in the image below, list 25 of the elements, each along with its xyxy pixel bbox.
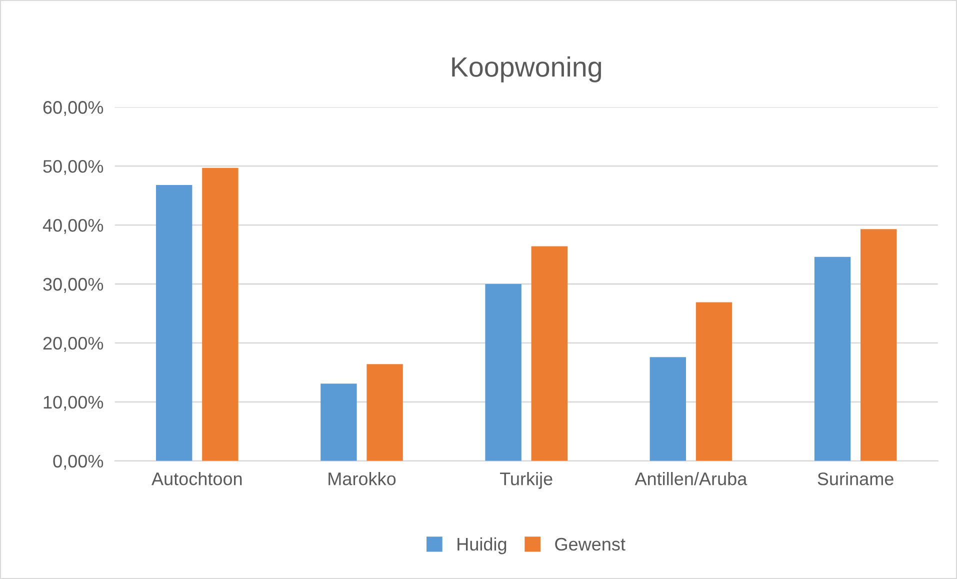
x-tick-label: Suriname — [818, 472, 894, 486]
x-tick-label: Autochtoon — [152, 472, 242, 486]
bar — [814, 256, 851, 461]
bar — [156, 184, 192, 461]
bar — [696, 302, 732, 461]
bar — [650, 357, 686, 461]
y-tick-label: 20,00% — [43, 336, 104, 352]
y-tick-label: 30,00% — [43, 278, 104, 293]
y-tick-label: 0,00% — [53, 454, 104, 470]
x-tick-label: Marokko — [328, 472, 396, 486]
x-tick-label: Antillen/Aruba — [634, 472, 748, 486]
bar — [531, 246, 568, 461]
bar — [860, 229, 897, 461]
y-tick-label: 10,00% — [44, 396, 104, 411]
bar — [320, 384, 357, 461]
bar — [202, 168, 238, 461]
y-tick-label: 50,00% — [43, 160, 104, 175]
bar — [366, 364, 403, 461]
y-tick-label: 40,00% — [42, 218, 104, 234]
chart-title: Koopwoning — [452, 56, 602, 82]
y-tick-label: 60,00% — [43, 101, 104, 116]
x-tick-label: Turkije — [500, 472, 552, 489]
legend-label: Gewenst — [555, 538, 626, 551]
legend-label: Huidig — [458, 537, 506, 554]
bar — [485, 284, 522, 461]
